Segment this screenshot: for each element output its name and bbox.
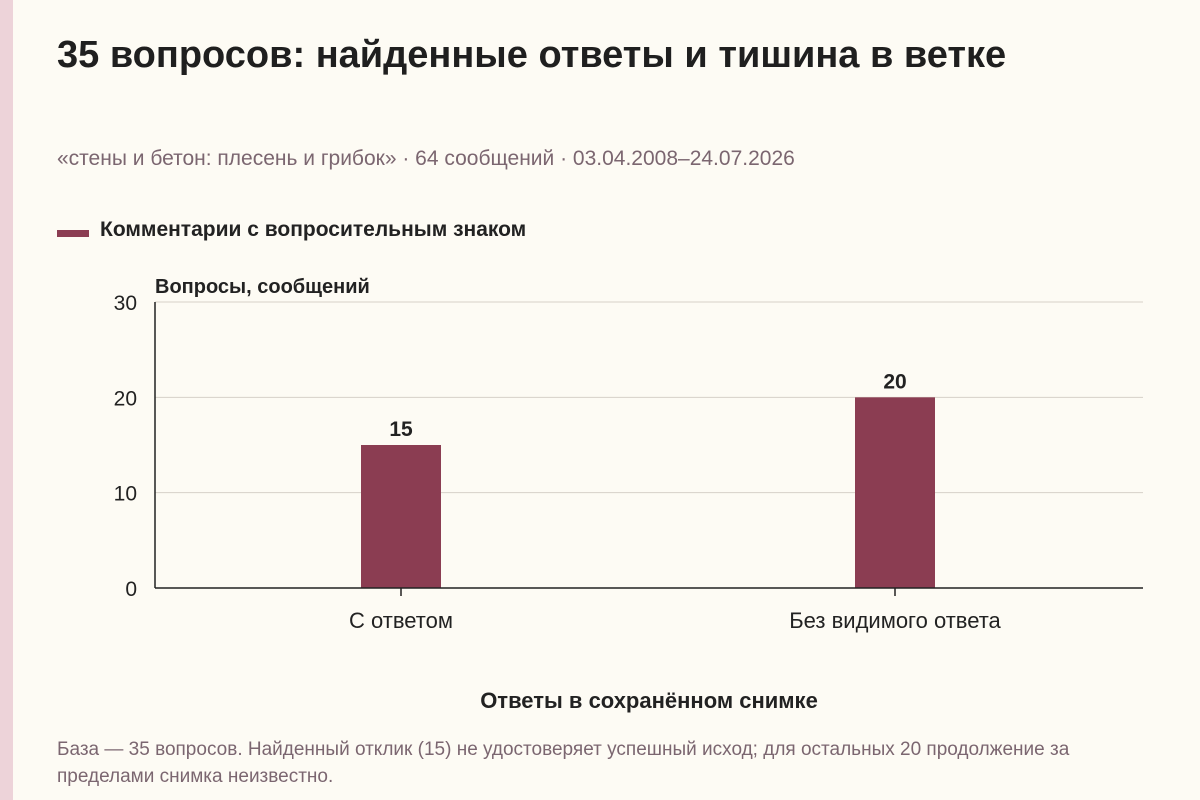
bar (361, 445, 441, 588)
bars (361, 397, 935, 588)
axes (154, 302, 1143, 589)
y-tick-label: 30 (114, 292, 137, 315)
x-tick-label: Без видимого ответа (789, 608, 1001, 633)
x-axis-title: Ответы в сохранённом снимке (480, 688, 818, 713)
y-tick-label: 10 (114, 483, 137, 506)
bar-value-label: 20 (883, 370, 906, 393)
y-axis-title: Вопросы, сообщений (155, 276, 370, 298)
grid-lines (155, 301, 1143, 494)
y-tick-label: 20 (114, 387, 137, 410)
chart-subtitle: «стены и бетон: плесень и грибок» · 64 с… (57, 147, 795, 170)
legend: Комментарии с вопросительным знаком (57, 218, 526, 242)
legend-swatch (57, 229, 89, 237)
footnote: База — 35 вопросов. Найденный отклик (15… (57, 739, 1070, 787)
bar-value-label: 15 (389, 418, 413, 441)
left-accent-strip (0, 0, 13, 800)
y-tick-label: 0 (125, 578, 137, 601)
chart-title: 35 вопросов: найденные ответы и тишина в… (57, 34, 1007, 76)
labels: 0 10 20 30 15 С ответом 20 Без видимого ответа (114, 292, 1002, 633)
x-tick-label: С ответом (349, 608, 453, 633)
bar (855, 397, 935, 588)
legend-label: Комментарии с вопросительным знаком (100, 218, 527, 241)
